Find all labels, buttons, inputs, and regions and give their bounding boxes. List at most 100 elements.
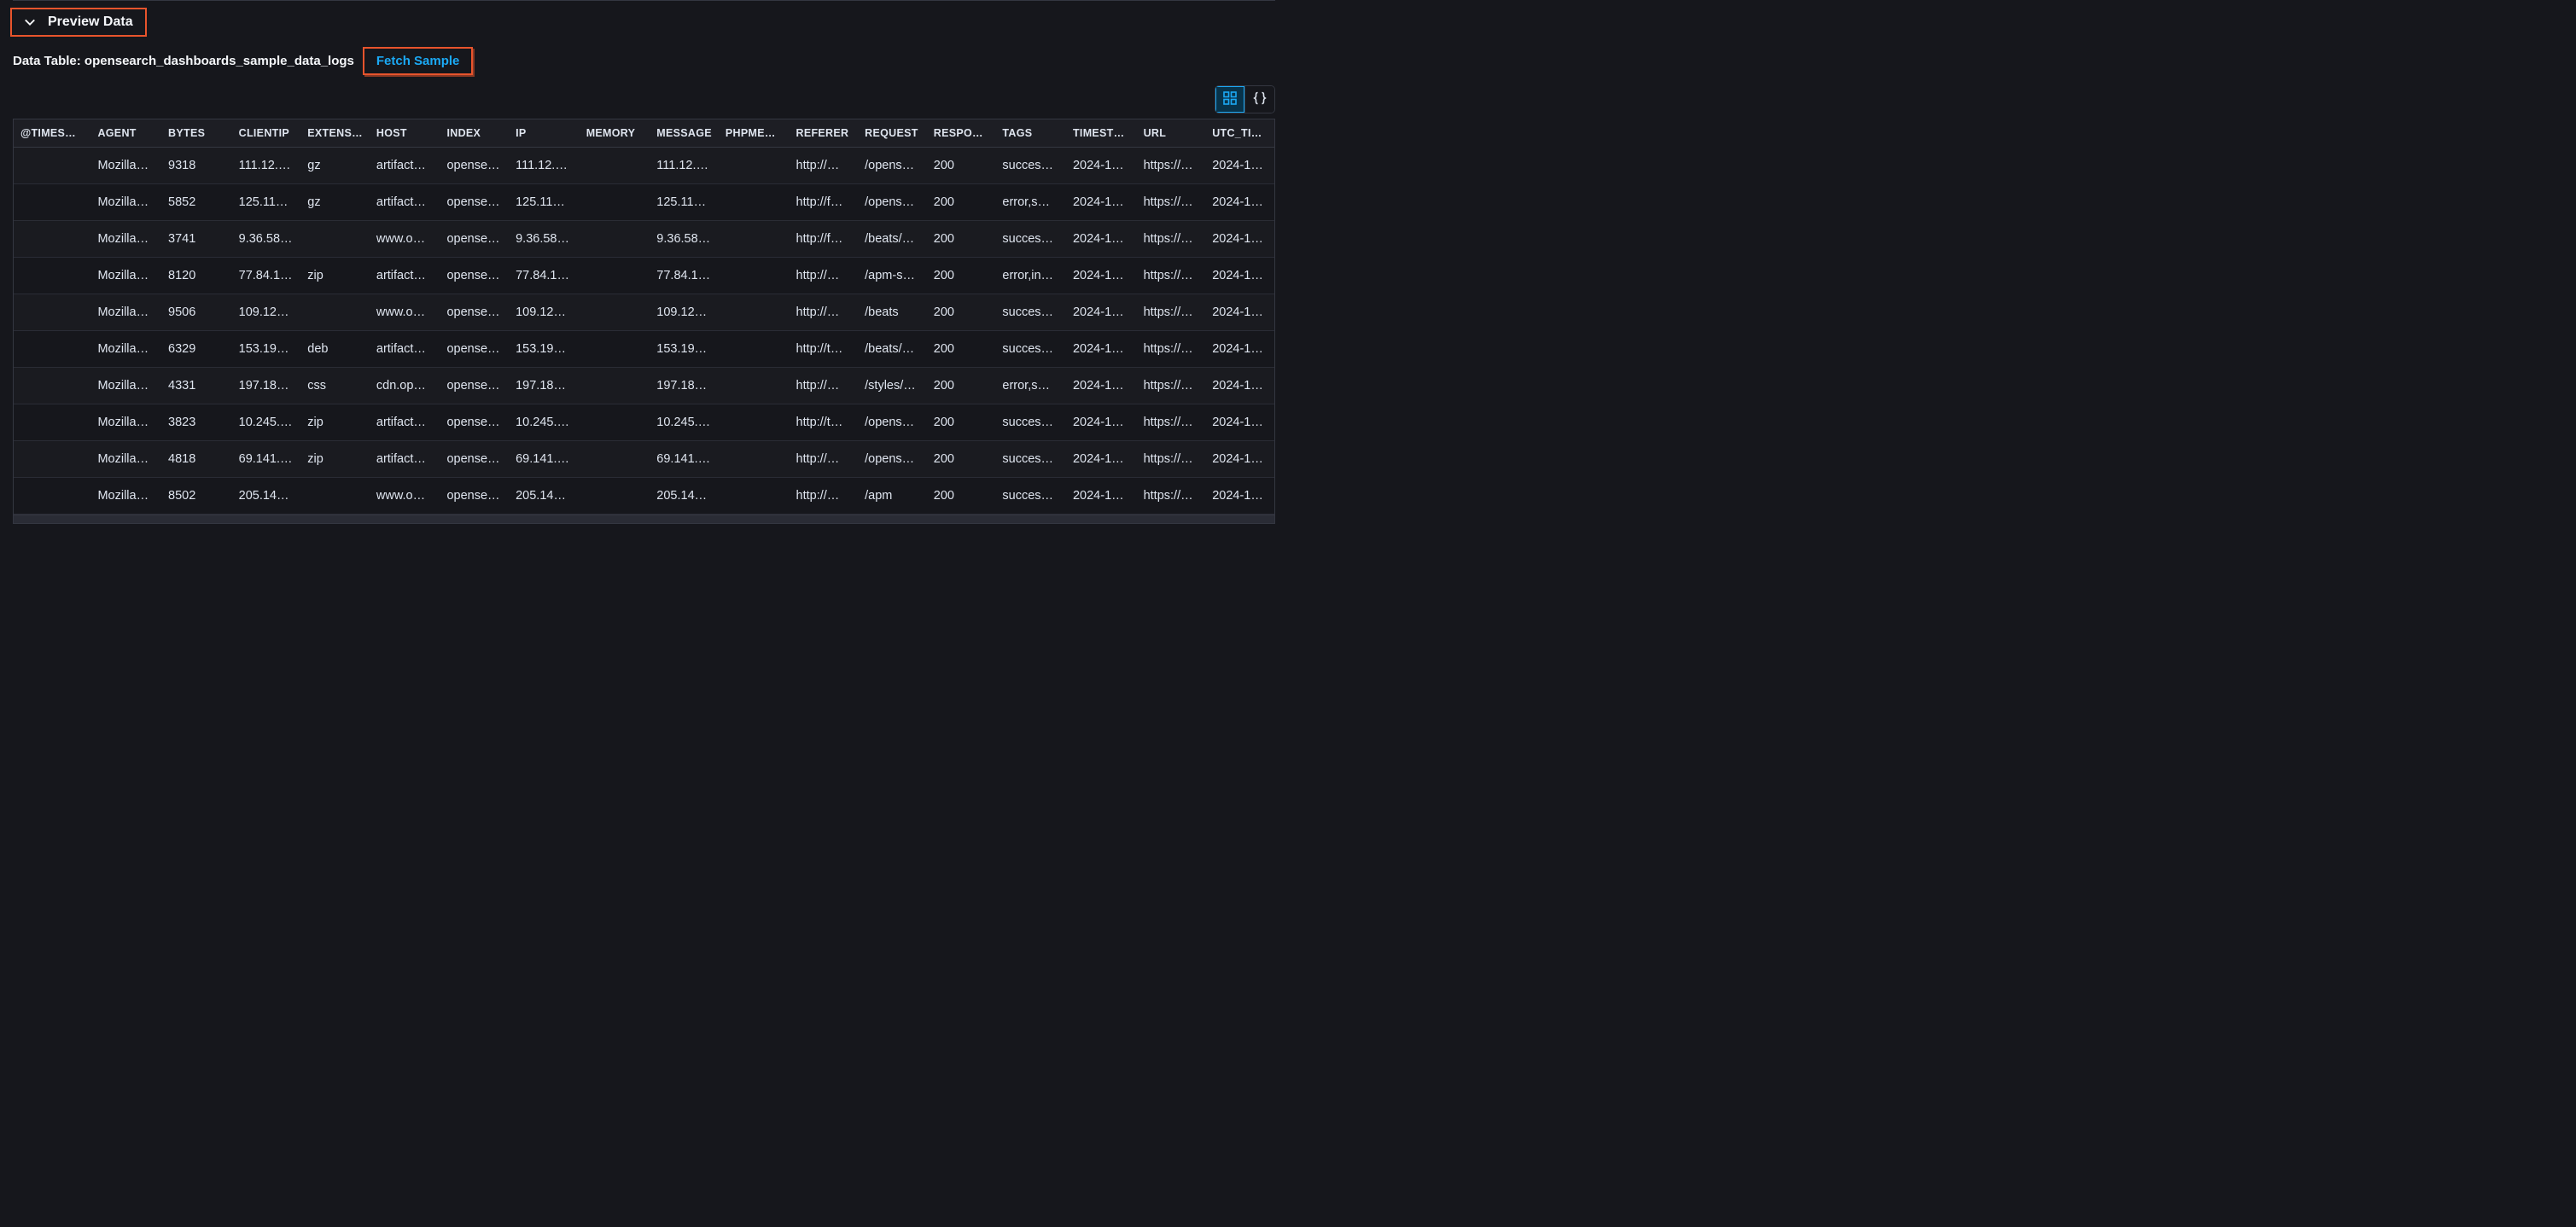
table-cell: www.o…: [370, 478, 440, 515]
table-cell: http://f…: [790, 221, 859, 258]
table-row[interactable]: Mozilla…9506109.12…www.o…opense…109.12…1…: [14, 294, 1274, 331]
table-cell: Mozilla…: [90, 258, 161, 294]
table-cell: https://…: [1137, 331, 1206, 368]
table-cell: opense…: [440, 294, 509, 331]
table-cell: success…: [995, 294, 1066, 331]
column-header[interactable]: MEMORY: [580, 119, 650, 148]
table-cell: 77.84.1…: [650, 258, 719, 294]
column-header[interactable]: EXTENS…: [300, 119, 370, 148]
preview-data-toggle[interactable]: Preview Data: [10, 8, 147, 37]
table-cell: 10.245.…: [509, 404, 580, 441]
table-row[interactable]: Mozilla…37419.36.58…www.o…opense…9.36.58…: [14, 221, 1274, 258]
table-cell: [719, 221, 790, 258]
column-header[interactable]: BYTES: [161, 119, 232, 148]
table-cell: 3823: [161, 404, 232, 441]
column-header[interactable]: URL: [1137, 119, 1206, 148]
table-cell: 2024-1…: [1205, 404, 1274, 441]
table-cell: [14, 184, 90, 221]
table-cell: Mozilla…: [90, 331, 161, 368]
table-cell: [580, 184, 650, 221]
column-header[interactable]: REQUEST: [858, 119, 927, 148]
table-cell: 69.141.…: [650, 441, 719, 478]
table-cell: 111.12.…: [650, 148, 719, 184]
table-row[interactable]: Mozilla…9318111.12.…gzartifact…opense…11…: [14, 148, 1274, 184]
table-cell: 200: [927, 478, 996, 515]
column-header[interactable]: CLIENTIP: [232, 119, 301, 148]
table-cell: [14, 258, 90, 294]
table-cell: /beats/…: [858, 331, 927, 368]
table-cell: [14, 368, 90, 404]
table-cell: [580, 404, 650, 441]
table-cell: 200: [927, 294, 996, 331]
table-cell: 153.19…: [232, 331, 301, 368]
column-header[interactable]: REFERER: [790, 119, 859, 148]
table-cell: 4331: [161, 368, 232, 404]
table-row[interactable]: Mozilla…382310.245.…zipartifact…opense…1…: [14, 404, 1274, 441]
grid-icon: [1223, 91, 1237, 108]
table-row[interactable]: Mozilla…6329153.19…debartifact…opense…15…: [14, 331, 1274, 368]
table-cell: http://…: [790, 294, 859, 331]
table-cell: 2024-1…: [1205, 294, 1274, 331]
table-cell: http://…: [790, 441, 859, 478]
table-cell: success…: [995, 478, 1066, 515]
table-cell: 153.19…: [509, 331, 580, 368]
table-cell: [719, 441, 790, 478]
table-cell: /opens…: [858, 441, 927, 478]
table-cell: artifact…: [370, 184, 440, 221]
column-header[interactable]: HOST: [370, 119, 440, 148]
horizontal-scrollbar[interactable]: [13, 515, 1275, 524]
table-cell: /apm: [858, 478, 927, 515]
table-cell: 111.12.…: [232, 148, 301, 184]
table-cell: 205.14…: [650, 478, 719, 515]
view-toggle-group: [1215, 85, 1275, 113]
column-header[interactable]: UTC_TI…: [1205, 119, 1274, 148]
table-cell: 197.18…: [650, 368, 719, 404]
fetch-sample-button[interactable]: Fetch Sample: [363, 47, 474, 75]
table-cell: 3741: [161, 221, 232, 258]
table-cell: http://t…: [790, 404, 859, 441]
column-header[interactable]: @TIMES…: [14, 119, 90, 148]
table-cell: [719, 331, 790, 368]
table-row[interactable]: Mozilla…4331197.18…csscdn.op…opense…197.…: [14, 368, 1274, 404]
table-cell: success…: [995, 441, 1066, 478]
table-row[interactable]: Mozilla…812077.84.1…zipartifact…opense…7…: [14, 258, 1274, 294]
column-header[interactable]: AGENT: [90, 119, 161, 148]
table-cell: http://…: [790, 148, 859, 184]
table-cell: success…: [995, 331, 1066, 368]
table-cell: https://…: [1137, 441, 1206, 478]
table-cell: [719, 258, 790, 294]
table-cell: artifact…: [370, 258, 440, 294]
grid-view-button[interactable]: [1215, 86, 1244, 113]
table-cell: 2024-1…: [1066, 184, 1137, 221]
table-cell: [300, 294, 370, 331]
table-cell: http://…: [790, 368, 859, 404]
table-cell: opense…: [440, 221, 509, 258]
column-header[interactable]: IP: [509, 119, 580, 148]
column-header[interactable]: TAGS: [995, 119, 1066, 148]
table-cell: gz: [300, 184, 370, 221]
column-header[interactable]: INDEX: [440, 119, 509, 148]
table-cell: 111.12.…: [509, 148, 580, 184]
table-row[interactable]: Mozilla…5852125.11…gzartifact…opense…125…: [14, 184, 1274, 221]
table-cell: error,s…: [995, 184, 1066, 221]
table-row[interactable]: Mozilla…481869.141.…zipartifact…opense…6…: [14, 441, 1274, 478]
column-header[interactable]: RESPON…: [927, 119, 996, 148]
table-cell: 205.14…: [232, 478, 301, 515]
table-cell: 2024-1…: [1066, 294, 1137, 331]
table-cell: 200: [927, 184, 996, 221]
table-cell: 2024-1…: [1205, 258, 1274, 294]
column-header[interactable]: PHPME…: [719, 119, 790, 148]
table-cell: https://…: [1137, 368, 1206, 404]
column-header[interactable]: MESSAGE: [650, 119, 719, 148]
table-row[interactable]: Mozilla…8502205.14…www.o…opense…205.14…2…: [14, 478, 1274, 515]
table-cell: 77.84.1…: [509, 258, 580, 294]
view-toolbar: [0, 85, 1288, 119]
json-view-button[interactable]: [1244, 86, 1274, 113]
data-table-label: Data Table: opensearch_dashboards_sample…: [13, 54, 354, 68]
column-header[interactable]: TIMEST…: [1066, 119, 1137, 148]
table-cell: opense…: [440, 184, 509, 221]
table-cell: 125.11…: [509, 184, 580, 221]
table-cell: [719, 184, 790, 221]
table-cell: css: [300, 368, 370, 404]
table-cell: artifact…: [370, 331, 440, 368]
